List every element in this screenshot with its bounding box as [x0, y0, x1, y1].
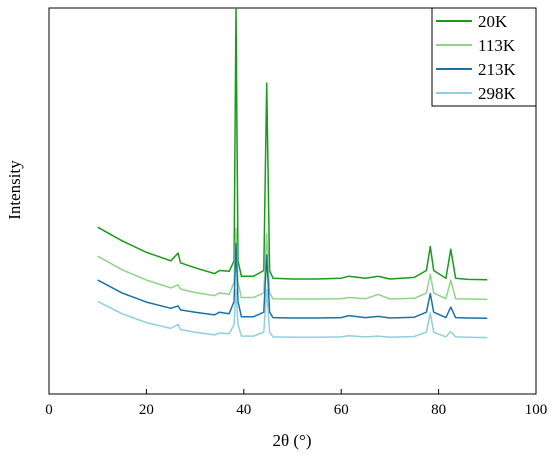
- x-tick-label: 0: [45, 402, 53, 418]
- x-tick-label: 40: [236, 402, 251, 418]
- x-tick-label: 100: [525, 402, 548, 418]
- series-layer: [97, 7, 488, 339]
- x-tick-label: 20: [139, 402, 154, 418]
- x-tick-label: 80: [431, 402, 446, 418]
- legend-label-20k: 20K: [478, 12, 508, 31]
- x-tick-label: 60: [334, 402, 349, 418]
- legend-box: [431, 7, 537, 107]
- legend-label-113k: 113K: [478, 36, 516, 55]
- legend-label-213k: 213K: [478, 60, 517, 79]
- legend: 20K 113K 213K 298K: [431, 7, 537, 107]
- legend-label-298k: 298K: [478, 84, 517, 103]
- series-line-20k: [97, 7, 488, 281]
- series-line-298k: [97, 289, 488, 339]
- series-line-213k: [97, 242, 488, 320]
- series-line-113k: [97, 227, 488, 301]
- plot-frame: [48, 7, 537, 395]
- x-axis-label: 2θ (°): [272, 431, 311, 450]
- y-axis-label: Intensity: [5, 160, 24, 220]
- x-axis-ticks: 0 20 40 60 80 100: [45, 389, 547, 418]
